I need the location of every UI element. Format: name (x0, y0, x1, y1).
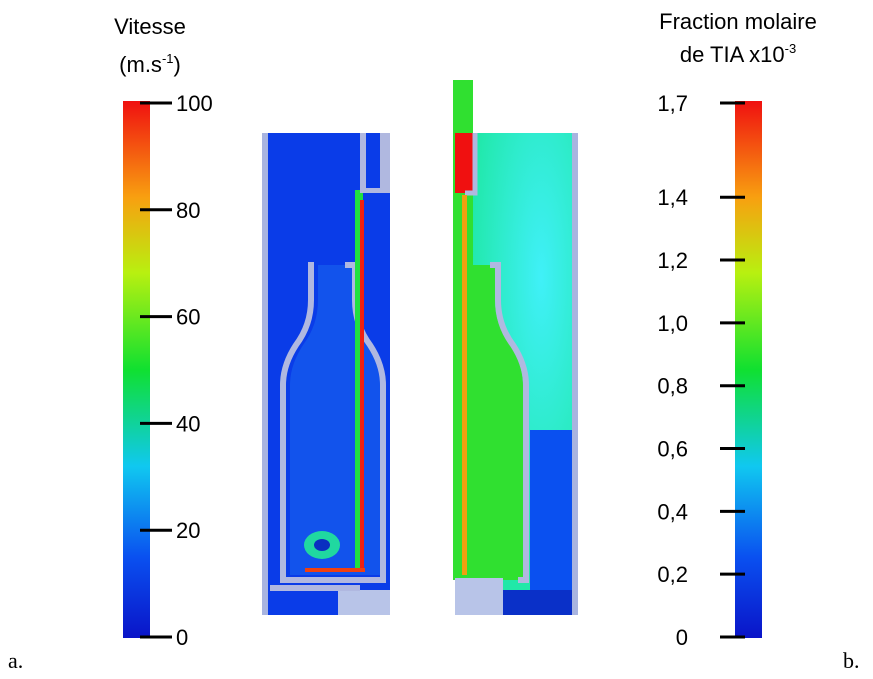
unit-exp: -3 (785, 41, 797, 56)
tick-label: 0 (676, 625, 688, 650)
tick-label: 0,4 (657, 499, 688, 524)
tick-label: 1,7 (657, 91, 688, 116)
colorbar-title: (m.s-1) (119, 51, 181, 77)
colorbar-b (735, 101, 762, 638)
tick-label: 0,6 (657, 437, 688, 462)
unit: de TIA x10 (680, 42, 785, 67)
tick-label: 1,2 (657, 248, 688, 273)
tick-label: 0,8 (657, 374, 688, 399)
tick-label: 0 (176, 625, 188, 650)
unit: ) (174, 52, 181, 77)
colorbar-a (123, 101, 150, 638)
tick-label: 60 (176, 305, 200, 330)
unit-exp: -1 (162, 51, 174, 66)
unit: (m.s (119, 52, 162, 77)
colorbar-title: Vitesse (114, 14, 186, 39)
velocity-field (262, 133, 390, 615)
tick-label: 80 (176, 198, 200, 223)
fraction-field (453, 80, 578, 615)
tick-label: 1,4 (657, 185, 688, 210)
tick-label: 100 (176, 91, 213, 116)
tick-label: 40 (176, 411, 200, 436)
tick-label: 1,0 (657, 311, 688, 336)
colorbar-title: de TIA x10-3 (680, 41, 796, 67)
colorbar-title: Fraction molaire (659, 9, 817, 34)
tick-label: 20 (176, 518, 200, 543)
panel-label: b. (843, 648, 860, 673)
panel-label: a. (8, 648, 23, 673)
tick-label: 0,2 (657, 562, 688, 587)
